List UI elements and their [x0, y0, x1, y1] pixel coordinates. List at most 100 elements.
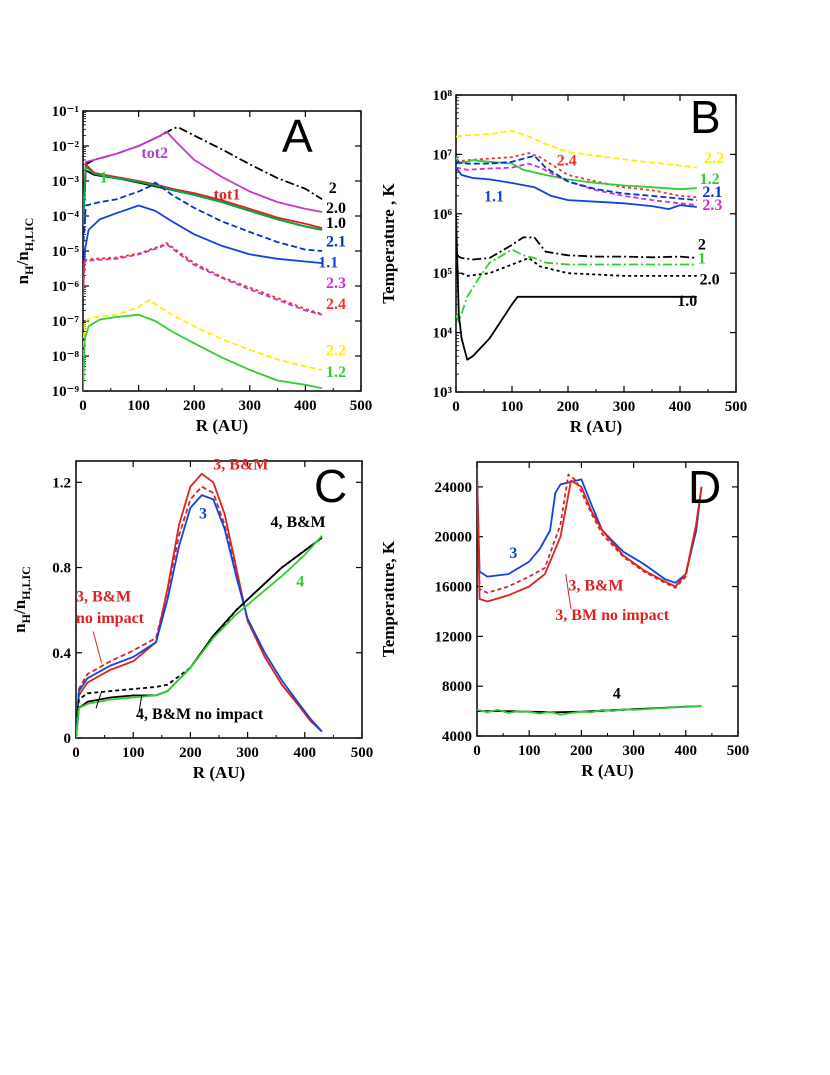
x-tick-label: 200	[183, 398, 206, 414]
x-tick-label: 0	[452, 399, 460, 415]
y-tick-label: 0.8	[52, 561, 71, 577]
y-tick-label: 10⁸	[433, 88, 453, 104]
curve-label: 2.1	[326, 233, 346, 250]
series-line-2.4	[83, 241, 323, 315]
panel-letter: B	[690, 91, 721, 143]
series-line-1	[456, 248, 697, 324]
x-tick-label: 300	[613, 399, 636, 415]
y-tick-label: 20000	[435, 530, 473, 546]
curve-label: 2.3	[326, 275, 346, 292]
curve-label: 3, B&M	[568, 577, 623, 594]
curve-label: 2	[329, 180, 337, 197]
series-line-1.2	[456, 156, 697, 191]
y-tick-label: 10⁻¹	[52, 104, 79, 120]
y-tick-label: 10⁻⁹	[52, 384, 80, 400]
y-tick-label: 0	[64, 731, 72, 747]
x-tick-label: 500	[725, 399, 748, 415]
curve-label: 1.0	[677, 293, 697, 310]
series-line-1.0	[456, 213, 697, 361]
curve-label: 1.0	[326, 215, 346, 232]
x-tick-label: 400	[294, 398, 317, 414]
x-tick-label: 200	[557, 399, 580, 415]
curve-label: 2.0	[326, 200, 346, 217]
x-tick-label: 0	[79, 398, 87, 414]
y-tick-label: 0.4	[52, 646, 71, 662]
x-tick-label: 400	[669, 399, 692, 415]
series-group	[477, 468, 703, 716]
y-tick-label: 10⁻⁷	[52, 314, 80, 330]
curve-label: 3, B&M	[76, 589, 131, 606]
annotation-leader	[138, 695, 143, 713]
series-line-2.2	[83, 298, 323, 371]
panel-letter: C	[314, 460, 347, 512]
curve-label: 4	[613, 686, 621, 703]
y-tick-label: 10⁻⁴	[52, 209, 80, 225]
series-group	[456, 129, 697, 361]
series-line-tot2	[83, 130, 323, 217]
y-tick-label: 10³	[433, 385, 453, 401]
x-tick-label: 400	[675, 743, 698, 759]
y-tick-label: 16000	[435, 580, 473, 596]
x-tick-label: 500	[351, 745, 374, 761]
curve-label: 2.4	[557, 153, 577, 170]
series-line-2.2	[456, 129, 697, 169]
y-tick-label: 10⁻⁶	[52, 279, 80, 295]
curve-label: 2.3	[702, 197, 722, 214]
x-axis-label: R (AU)	[570, 417, 622, 436]
x-tick-label: 200	[570, 743, 593, 759]
x-tick-label: 100	[501, 399, 524, 415]
series-line-1.0	[83, 165, 323, 231]
curve-label: tot2	[141, 145, 168, 162]
curve-label: 2.4	[326, 296, 346, 313]
series-line-3	[76, 494, 323, 738]
series-line-3-B-M	[477, 474, 703, 603]
curve-label: 1.1	[484, 189, 504, 206]
x-axis-label: R (AU)	[196, 416, 248, 435]
x-tick-label: 300	[622, 743, 645, 759]
y-tick-label: 10⁵	[433, 266, 453, 282]
y-axis-label: Temperature, K	[379, 540, 398, 657]
series-line-4-no-impact	[477, 705, 702, 716]
curve-label: 2.2	[326, 342, 346, 359]
y-tick-label: 10⁻⁵	[52, 244, 80, 260]
curve-label: 1.2	[700, 171, 720, 188]
curve-label: 4	[296, 574, 304, 591]
y-axis-label: nH/nH,LIC	[10, 566, 33, 633]
y-tick-label: 10⁴	[433, 326, 453, 342]
x-tick-label: 100	[122, 745, 145, 761]
series-line-2	[456, 236, 697, 261]
panel-c: 0 100 200 300 400 500 0 0.4 0.8 1.2 R (AU) nH/nH,LI…	[10, 457, 373, 782]
curve-label: 2.2	[704, 150, 724, 167]
series-line-2.0	[456, 257, 697, 277]
y-tick-label: 12000	[435, 629, 473, 645]
x-tick-label: 0	[473, 743, 481, 759]
panel-letter: A	[282, 110, 313, 162]
series-line-2.4	[456, 152, 697, 199]
x-tick-label: 100	[518, 743, 541, 759]
curve-label: 1	[698, 251, 706, 268]
x-tick-label: 500	[350, 398, 373, 414]
panel-letter: D	[688, 461, 721, 513]
panel-b: 0 100 200 300 400 500 10³ 10⁴ 10⁵ 10⁶ 10⁷ 10⁸ R (AU)…	[379, 88, 747, 436]
series-line-4	[76, 534, 323, 738]
y-tick-label: 24000	[435, 480, 473, 496]
annotation-leader	[565, 574, 572, 610]
series-line-1.2	[83, 313, 323, 391]
series-group	[83, 126, 323, 391]
curve-label: 2.1	[702, 184, 722, 201]
series-line-2.1	[83, 181, 323, 252]
y-tick-label: 10⁶	[433, 207, 453, 223]
curve-label: 4, B&M	[270, 514, 325, 531]
x-tick-label: 100	[127, 398, 150, 414]
curve-label: 2.0	[700, 271, 720, 288]
annotation-leader	[92, 631, 103, 664]
series-line-1.1	[456, 167, 697, 211]
curve-label: 3	[509, 545, 517, 562]
x-tick-label: 200	[179, 745, 202, 761]
series-line-2	[83, 126, 323, 217]
y-tick-label: 10⁷	[433, 147, 453, 163]
series-line-2.3	[83, 242, 323, 316]
curve-label: 3	[199, 506, 207, 523]
x-tick-label: 0	[72, 745, 80, 761]
